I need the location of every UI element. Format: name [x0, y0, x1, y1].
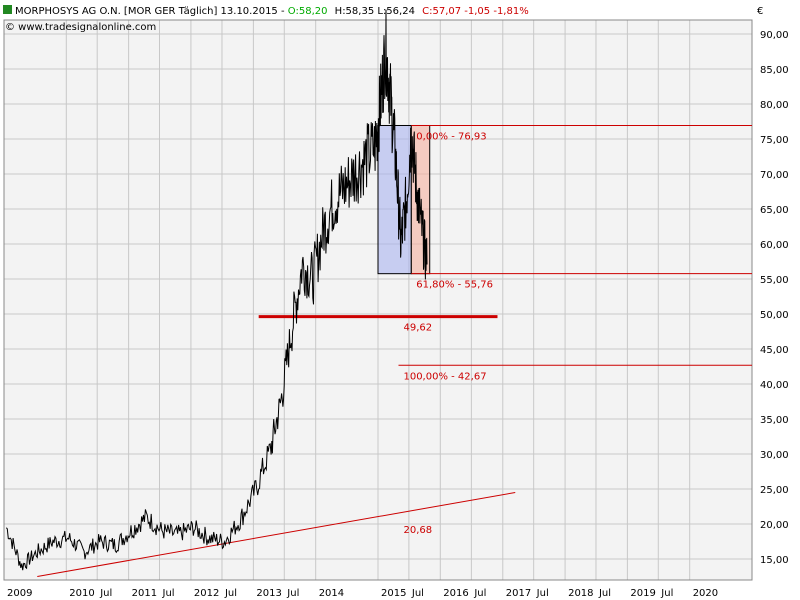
x-tick-label: Jul — [224, 588, 237, 599]
y-tick-label: 70,00 — [760, 170, 789, 181]
x-tick-label: 2016 — [443, 588, 468, 599]
currency-symbol: € — [757, 6, 763, 17]
support-label: 49,62 — [403, 323, 432, 334]
x-tick-label: 2019 — [630, 588, 655, 599]
y-tick-label: 50,00 — [760, 310, 789, 321]
x-tick-label: Jul — [162, 588, 175, 599]
chart-header: MORPHOSYS AG O.N. [MOR GER Täglich] 13.1… — [3, 5, 763, 33]
x-tick-label: 2010 — [69, 588, 94, 599]
instrument-icon — [3, 5, 12, 14]
y-tick-label: 90,00 — [760, 30, 789, 41]
close-price: C:57,07 -1,05 -1,81% — [422, 6, 529, 17]
trend-line-label: 20,68 — [403, 525, 432, 536]
chart-title: MORPHOSYS AG O.N. [MOR GER Täglich] 13.1… — [15, 6, 285, 17]
y-tick-label: 40,00 — [760, 380, 789, 391]
y-tick-label: 30,00 — [760, 450, 789, 461]
y-tick-label: 35,00 — [760, 415, 789, 426]
y-tick-label: 20,00 — [760, 520, 789, 531]
fib-level-label: 100,00% - 42,67 — [403, 371, 486, 382]
price-series-layer — [6, 9, 428, 571]
y-tick-label: 25,00 — [760, 485, 789, 496]
y-tick-label: 15,00 — [760, 555, 789, 566]
axis-labels: 15,00 20,00 25,00 30,00 35,00 40,00 45,00 50,00… — [7, 30, 789, 599]
x-tick-label: Jul — [286, 588, 299, 599]
y-tick-label: 65,00 — [760, 205, 789, 216]
x-tick-label: 2015 — [381, 588, 406, 599]
open-price: O:58,20 — [288, 6, 328, 17]
x-tick-label: 2011 — [132, 588, 157, 599]
chart-title-prefix: MORPHOSYS AG O.N. [MOR GER Täglich] 13.1… — [15, 6, 529, 17]
x-tick-label: Jul — [473, 588, 486, 599]
x-tick-label: 2018 — [568, 588, 593, 599]
x-tick-label: Jul — [99, 588, 112, 599]
x-tick-label: 2020 — [693, 588, 718, 599]
x-tick-label: 2009 — [7, 588, 32, 599]
x-tick-label: Jul — [536, 588, 549, 599]
x-tick-label: Jul — [411, 588, 424, 599]
trend-line — [37, 492, 516, 577]
y-tick-label: 55,00 — [760, 275, 789, 286]
annotation-layer — [37, 124, 752, 577]
y-tick-label: 45,00 — [760, 345, 789, 356]
price-line — [6, 9, 428, 571]
x-tick-label: 2014 — [319, 588, 344, 599]
annotation-labels: 0,00% - 76,93 61,80% - 55,76 100,00% - 42,… — [403, 131, 493, 536]
y-tick-label: 80,00 — [760, 100, 789, 111]
x-tick-label: Jul — [598, 588, 611, 599]
y-tick-label: 85,00 — [760, 65, 789, 76]
plot-border — [3, 19, 753, 581]
y-tick-label: 60,00 — [760, 240, 789, 251]
fib-level-label: 0,00% - 76,93 — [416, 131, 486, 142]
y-tick-label: 75,00 — [760, 135, 789, 146]
x-tick-label: 2013 — [256, 588, 281, 599]
x-tick-label: 2012 — [194, 588, 219, 599]
fib-level-label: 61,80% - 55,76 — [416, 280, 493, 291]
x-tick-label: Jul — [660, 588, 673, 599]
source-credit: © www.tradesignalonline.com — [5, 22, 156, 33]
high-low-price: H:58,35 L:56,24 — [335, 6, 415, 17]
x-tick-label: 2017 — [506, 588, 531, 599]
